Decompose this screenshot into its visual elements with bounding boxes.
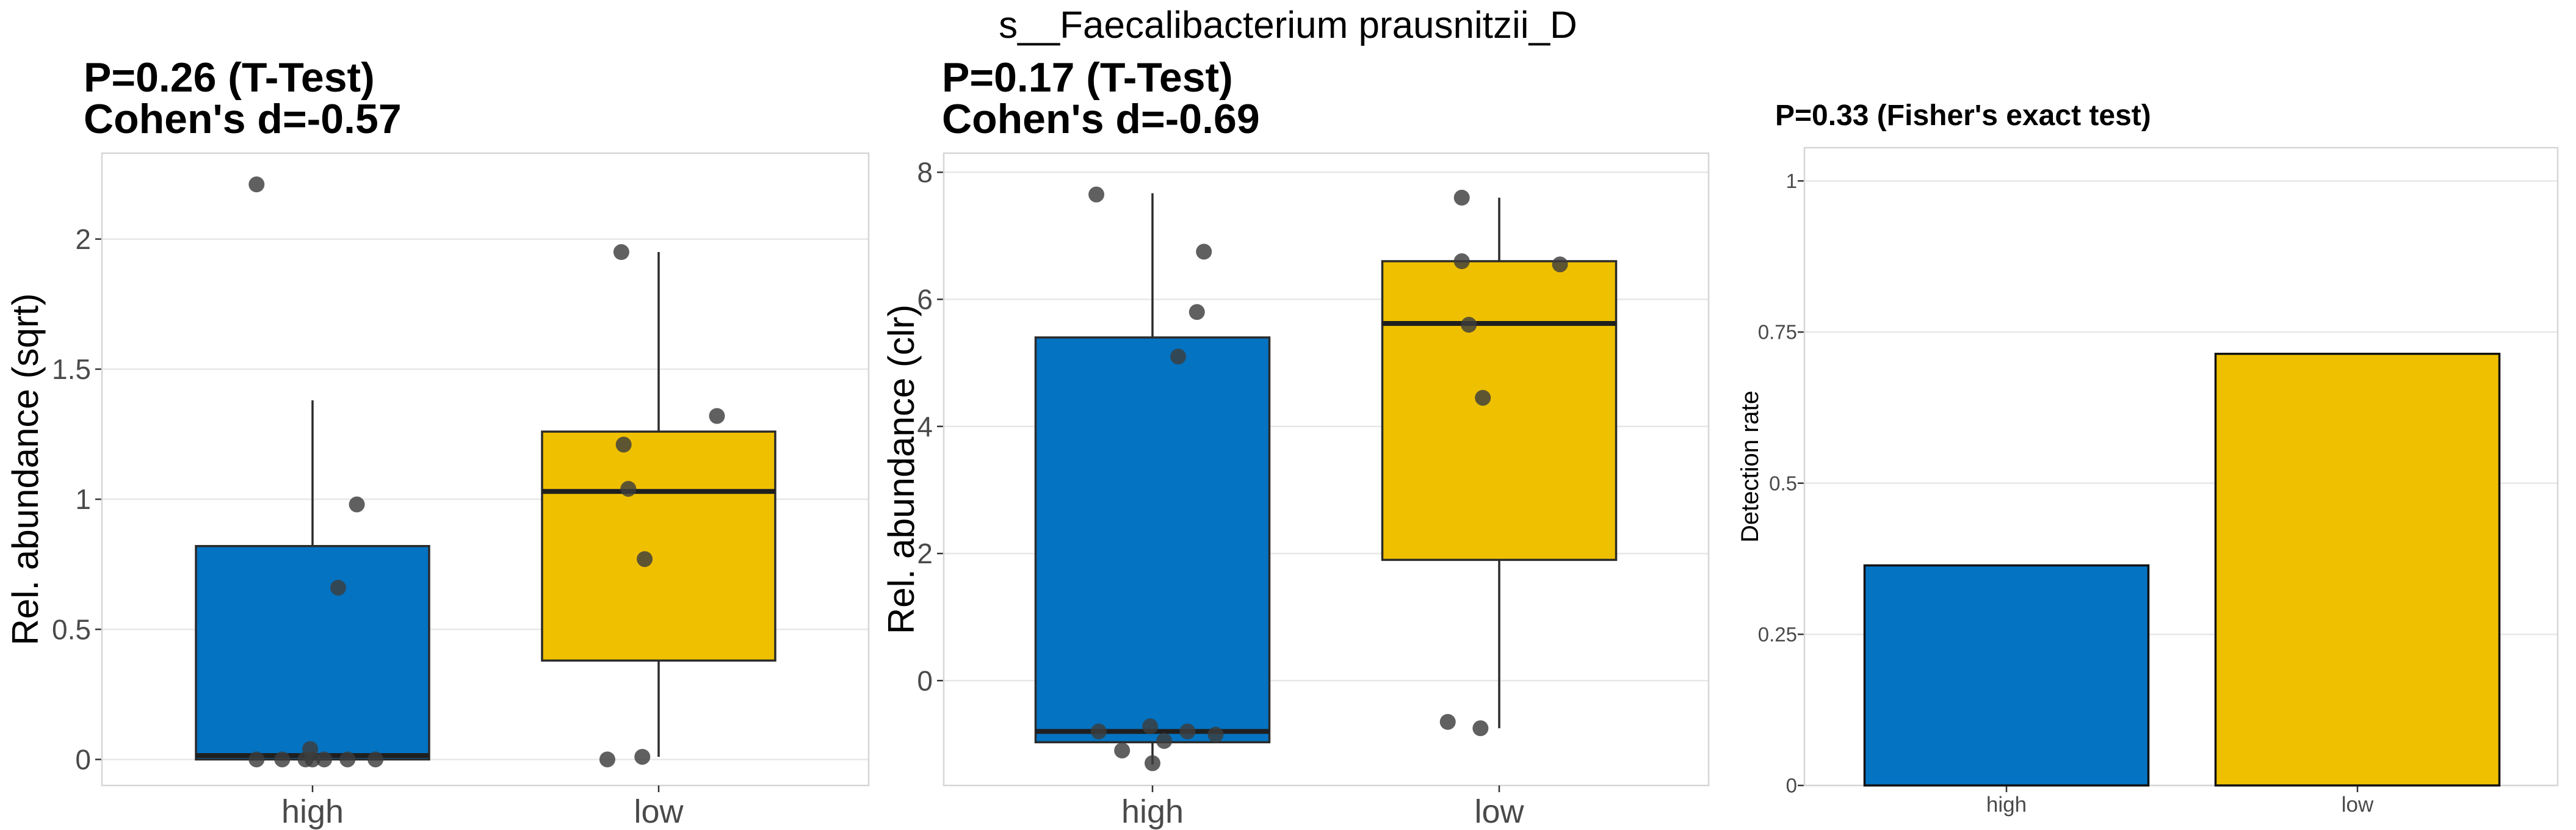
data-point	[637, 551, 653, 568]
data-point	[620, 480, 637, 497]
y-tick-label: 0.25	[1758, 623, 1797, 646]
data-point	[339, 751, 356, 768]
y-tick-label: 6	[917, 284, 933, 316]
y-tick-label: 2	[917, 538, 933, 569]
data-point	[615, 436, 632, 453]
x-tick-label: high	[281, 793, 344, 830]
x-tick-label: low	[2342, 793, 2374, 817]
data-point	[349, 496, 365, 513]
data-point	[305, 751, 320, 768]
data-point	[1207, 726, 1224, 743]
data-point	[1472, 720, 1489, 737]
panel-border	[1803, 146, 2559, 787]
data-point	[599, 751, 615, 768]
data-point	[367, 751, 384, 768]
data-point	[248, 176, 265, 193]
x-tick-label: low	[634, 793, 684, 830]
y-tick-label: 0	[75, 743, 91, 775]
data-point	[1090, 723, 1107, 740]
data-point	[613, 244, 629, 261]
x-tick-label: high	[1121, 793, 1184, 830]
y-tick-label: 1	[1786, 170, 1797, 192]
data-point	[1142, 718, 1159, 735]
data-point	[709, 408, 725, 424]
data-point	[634, 749, 651, 765]
data-point	[1196, 244, 1212, 260]
data-point	[1453, 253, 1470, 270]
x-tick-label: low	[1474, 793, 1524, 830]
data-point	[1189, 304, 1205, 320]
y-axis-label: Rel. abundance (sqrt)	[5, 294, 46, 646]
panel-title: P=0.17 (T-Test)	[942, 54, 1233, 101]
data-point	[1179, 723, 1196, 740]
data-point	[1439, 713, 1456, 730]
box-low	[541, 430, 776, 662]
x-tick-label: high	[1986, 793, 2027, 817]
y-tick-label: 0.5	[1769, 472, 1797, 494]
data-point	[1145, 755, 1160, 771]
y-tick-label: 0	[1786, 774, 1797, 797]
data-point	[1156, 733, 1173, 749]
panel-title: Cohen's d=-0.69	[942, 96, 1260, 142]
data-point	[1552, 256, 1568, 273]
y-tick-label: 4	[917, 411, 933, 442]
figure-title: s__Faecalibacterium prausnitzii_D	[999, 4, 1577, 46]
data-point	[248, 751, 265, 768]
data-point	[1453, 189, 1470, 206]
panel-title: P=0.26 (T-Test)	[84, 54, 375, 101]
panel-border	[101, 152, 870, 787]
data-point	[1088, 186, 1105, 203]
panel-title: P=0.33 (Fisher's exact test)	[1775, 99, 2151, 132]
box-low	[1381, 260, 1618, 561]
y-tick-label: 0.75	[1758, 321, 1797, 344]
y-tick-label: 0	[917, 665, 933, 696]
y-tick-label: 1	[75, 483, 91, 515]
y-tick-label: 0.5	[52, 613, 91, 645]
data-point	[1475, 389, 1491, 406]
box-high	[195, 545, 430, 761]
data-point	[330, 579, 347, 596]
y-tick-label: 1.5	[52, 353, 91, 385]
y-axis-label: Detection rate	[1737, 391, 1764, 543]
data-point	[316, 751, 333, 768]
y-tick-label: 2	[75, 223, 91, 255]
panel-title: Cohen's d=-0.57	[84, 96, 402, 142]
bar-low	[2214, 353, 2501, 787]
data-point	[1114, 742, 1131, 759]
bar-high	[1863, 564, 2150, 787]
data-point	[1170, 348, 1187, 365]
data-point	[274, 751, 291, 768]
y-axis-label: Rel. abundance (clr)	[881, 305, 922, 634]
box-high	[1034, 336, 1271, 743]
data-point	[1461, 317, 1477, 333]
panel-border	[942, 152, 1710, 787]
y-tick-label: 8	[917, 156, 933, 188]
